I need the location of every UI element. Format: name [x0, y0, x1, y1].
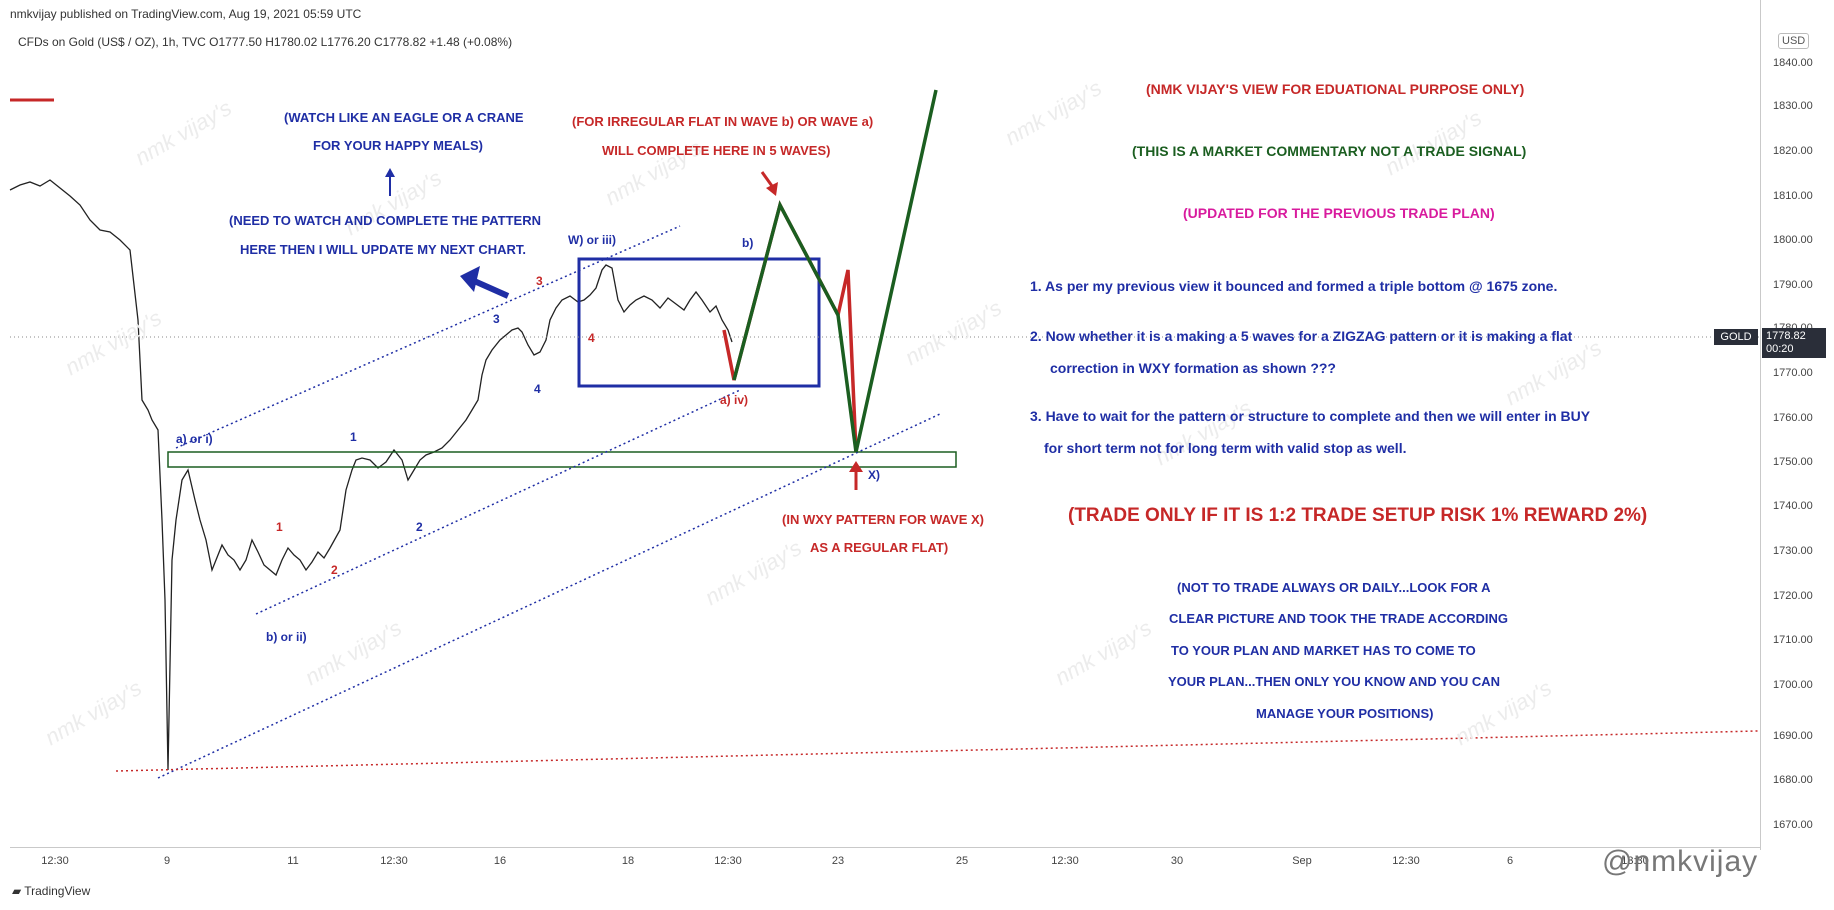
- price-tick: 1820.00: [1773, 145, 1813, 157]
- support-zone-box[interactable]: [167, 451, 957, 468]
- wave-label-3-blue: 3: [493, 312, 500, 326]
- time-tick: 12:30: [380, 855, 408, 867]
- price-tick: 1790.00: [1773, 279, 1813, 291]
- wave-label-4-red: 4: [588, 331, 595, 345]
- annotation-wxy-line1[interactable]: (IN WXY PATTERN FOR WAVE X): [782, 512, 984, 527]
- channel-upper-line[interactable]: [175, 225, 681, 449]
- red-trendline[interactable]: [115, 730, 1759, 772]
- wave-label-w-or-iii: W) or iii): [568, 233, 616, 247]
- annotation-need-line2[interactable]: HERE THEN I WILL UPDATE MY NEXT CHART.: [240, 242, 527, 257]
- caution-line5[interactable]: MANAGE YOUR POSITIONS): [1256, 706, 1434, 721]
- caution-line1[interactable]: (NOT TO TRADE ALWAYS OR DAILY...LOOK FOR…: [1177, 580, 1491, 595]
- author-handle: @nmkvijay: [1602, 845, 1759, 878]
- currency-button[interactable]: USD: [1778, 33, 1810, 49]
- green-projection-path[interactable]: [732, 89, 938, 453]
- note-3a[interactable]: 3. Have to wait for the pattern or struc…: [1030, 408, 1591, 424]
- bar-countdown: 00:20: [1766, 343, 1794, 355]
- time-tick: 12:30: [714, 855, 742, 867]
- arrow-up-red-icon: [849, 461, 863, 472]
- price-tick: 1800.00: [1773, 234, 1813, 246]
- annotation-wxy-line2[interactable]: AS A REGULAR FLAT): [810, 540, 949, 555]
- time-tick: 13:30: [1621, 855, 1649, 867]
- arrow-up-icon: [385, 168, 395, 177]
- price-tick: 1710.00: [1773, 634, 1813, 646]
- wave-label-b: b): [742, 236, 754, 250]
- wave-label-b-or-ii: b) or ii): [266, 630, 307, 644]
- wave-label-a-or-i: a) or i): [176, 432, 213, 446]
- arrow-upleft-line: [470, 277, 510, 299]
- arrow-upleft-icon: [460, 266, 480, 292]
- tradingview-logo-text: TradingView: [24, 884, 91, 898]
- caution-line2[interactable]: CLEAR PICTURE AND TOOK THE TRADE ACCORDI…: [1169, 611, 1508, 626]
- consolidation-box[interactable]: [577, 257, 821, 388]
- tradingview-logo-icon: ▰: [12, 884, 22, 898]
- caution-line4[interactable]: YOUR PLAN...THEN ONLY YOU KNOW AND YOU C…: [1168, 674, 1501, 689]
- price-tick: 1750.00: [1773, 456, 1813, 468]
- annotation-need-line1[interactable]: (NEED TO WATCH AND COMPLETE THE PATTERN: [229, 213, 541, 228]
- price-tick: 1690.00: [1773, 730, 1813, 742]
- note-3b[interactable]: for short term not for long term with va…: [1044, 440, 1407, 456]
- arrow-down-line: [760, 171, 774, 187]
- symbol-info-line[interactable]: CFDs on Gold (US$ / OZ), 1h, TVC O1777.5…: [18, 35, 513, 49]
- price-tick: 1670.00: [1773, 819, 1813, 831]
- time-tick: 16: [493, 855, 507, 867]
- time-tick: 25: [955, 855, 969, 867]
- annotation-flat-line2[interactable]: WILL COMPLETE HERE IN 5 WAVES): [602, 143, 831, 158]
- note-2a[interactable]: 2. Now whether it is a making a 5 waves …: [1030, 328, 1573, 344]
- wave-label-2-blue: 2: [416, 520, 423, 534]
- wave-label-4-blue: 4: [534, 382, 541, 396]
- annotation-flat-line1[interactable]: (FOR IRREGULAR FLAT IN WAVE b) OR WAVE a…: [572, 114, 874, 129]
- current-price-label: 1778.82 00:20: [1762, 328, 1826, 358]
- price-tick: 1700.00: [1773, 679, 1813, 691]
- price-series-line: [9, 179, 733, 771]
- symbol-tag: GOLD: [1714, 329, 1758, 345]
- price-tick: 1680.00: [1773, 774, 1813, 786]
- wave-label-a-iv: a) iv): [720, 393, 749, 407]
- wave-label-1-red: 1: [276, 520, 283, 534]
- channel-middle-line[interactable]: [255, 389, 741, 615]
- time-tick: 6: [1506, 855, 1514, 867]
- price-tick: 1720.00: [1773, 590, 1813, 602]
- wave-label-2-red: 2: [331, 563, 338, 577]
- time-tick: 11: [287, 855, 299, 867]
- time-tick: 12:30: [1051, 855, 1079, 867]
- time-tick: 12:30: [41, 855, 69, 867]
- price-tick: 1840.00: [1773, 57, 1813, 69]
- commentary-view[interactable]: (NMK VIJAY'S VIEW FOR EDUATIONAL PURPOSE…: [1146, 81, 1525, 97]
- price-tick: 1810.00: [1773, 190, 1813, 202]
- channel-lower-line[interactable]: [157, 413, 941, 779]
- note-2b[interactable]: correction in WXY formation as shown ???: [1050, 360, 1336, 376]
- arrow-down-icon: [766, 182, 778, 196]
- price-tick: 1770.00: [1773, 367, 1813, 379]
- annotation-eagle-line2[interactable]: FOR YOUR HAPPY MEALS): [313, 138, 483, 153]
- time-tick: 18: [621, 855, 635, 867]
- wave-label-x: X): [868, 468, 880, 482]
- current-price-value: 1778.82: [1766, 330, 1806, 342]
- time-tick: Sep: [1292, 855, 1312, 867]
- publisher-line: nmkvijay published on TradingView.com, A…: [10, 7, 362, 21]
- note-1[interactable]: 1. As per my previous view it bounced an…: [1030, 278, 1558, 294]
- trade-rule-text[interactable]: (TRADE ONLY IF IT IS 1:2 TRADE SETUP RIS…: [1068, 505, 1648, 526]
- price-tick: 1730.00: [1773, 545, 1813, 557]
- price-axis[interactable]: 1840.00 1830.00 1820.00 1810.00 1800.00 …: [1760, 0, 1834, 850]
- time-tick: 23: [831, 855, 845, 867]
- commentary-not-signal[interactable]: (THIS IS A MARKET COMMENTARY NOT A TRADE…: [1132, 143, 1527, 159]
- price-tick: 1830.00: [1773, 100, 1813, 112]
- tradingview-logo[interactable]: ▰ TradingView: [12, 884, 90, 898]
- caution-line3[interactable]: TO YOUR PLAN AND MARKET HAS TO COME TO: [1171, 643, 1476, 658]
- price-tick: 1740.00: [1773, 500, 1813, 512]
- time-tick: 30: [1170, 855, 1184, 867]
- wave-label-3-red: 3: [536, 274, 543, 288]
- annotation-eagle-line1[interactable]: (WATCH LIKE AN EAGLE OR A CRANE: [284, 110, 524, 125]
- wave-label-1-blue: 1: [350, 430, 357, 444]
- commentary-updated[interactable]: (UPDATED FOR THE PREVIOUS TRADE PLAN): [1183, 205, 1495, 221]
- price-tick: 1760.00: [1773, 412, 1813, 424]
- time-axis[interactable]: 12:30 9 11 12:30 16 18 12:30 23 25 12:30…: [10, 847, 1760, 878]
- time-tick: 12:30: [1392, 855, 1420, 867]
- time-tick: 9: [163, 855, 171, 867]
